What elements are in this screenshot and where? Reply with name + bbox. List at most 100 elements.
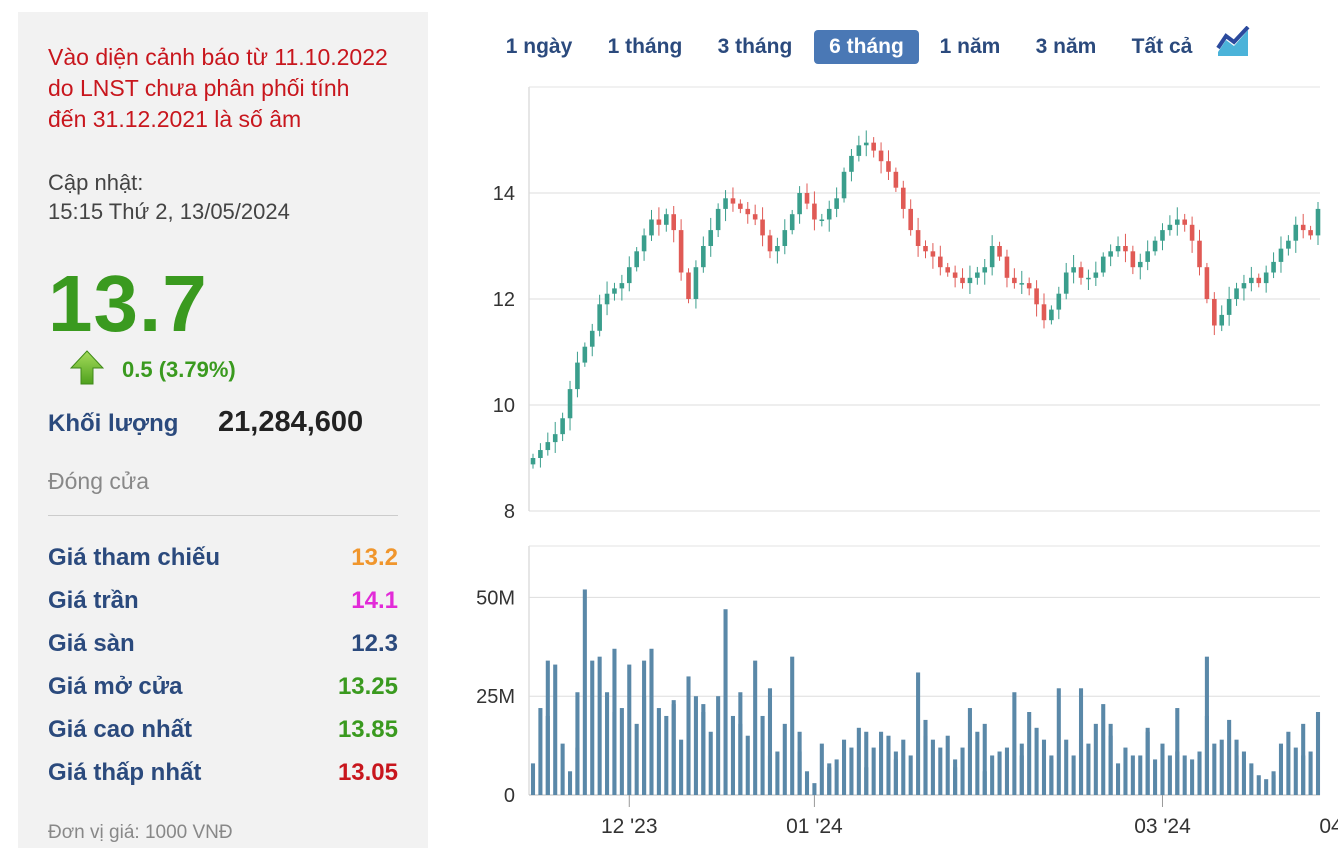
range-all-button[interactable]: Tất cả [1131, 35, 1193, 58]
candle-body [686, 272, 691, 299]
row-high-price: Giá cao nhất 13.85 [48, 716, 398, 746]
candle-body [960, 277, 965, 284]
candle-body [1197, 240, 1202, 268]
volume-bar [1012, 692, 1017, 795]
candle-body [678, 230, 684, 273]
volume-bar [1197, 751, 1202, 795]
volume-bar [612, 712, 617, 795]
range-1-year-button[interactable]: 1 năm [939, 35, 1001, 58]
candle-body [797, 193, 802, 215]
row-value: 12.3 [351, 630, 398, 657]
candle-body [619, 283, 625, 289]
volume-bar [849, 747, 854, 795]
volume-bar [864, 767, 869, 795]
candle-body [656, 219, 662, 225]
volume-bar [723, 609, 728, 795]
candle-body [1293, 224, 1299, 241]
price-tick-label: 10 [493, 395, 515, 417]
volume-bar [530, 763, 536, 795]
candle-body [915, 230, 921, 246]
candle-body [693, 267, 699, 299]
candle-body [730, 198, 736, 204]
candle-body [552, 434, 558, 443]
volume-bar [975, 731, 980, 795]
candle-body [789, 214, 795, 231]
volume-bar [708, 731, 713, 795]
volume-bar [664, 715, 669, 795]
volume-bar [923, 719, 928, 795]
row-label: Giá sàn [48, 630, 135, 657]
volume-bar [649, 648, 654, 795]
range-3-year-button[interactable]: 3 năm [1035, 35, 1097, 58]
range-3-month-button[interactable]: 3 tháng [717, 35, 793, 58]
candle-body [560, 418, 565, 435]
candle-body [715, 208, 721, 231]
candle-body [1123, 246, 1128, 252]
candle-body [604, 293, 610, 305]
candle-body [545, 442, 551, 451]
candle-body [589, 330, 595, 347]
candle-body [1071, 267, 1076, 273]
candle-body [1219, 314, 1225, 326]
row-label: Giá tham chiếu [48, 544, 221, 571]
volume-bar [1153, 759, 1158, 795]
candle-body [1286, 240, 1291, 249]
candle-body [1278, 248, 1284, 262]
volume-bar [1286, 731, 1291, 795]
range-1-month-button[interactable]: 1 tháng [607, 35, 683, 58]
volume-bar [930, 739, 935, 795]
volume-bar [590, 660, 595, 795]
candle-body [1160, 230, 1165, 241]
row-label: Giá thấp nhất [48, 759, 202, 786]
row-label: Giá mở cửa [48, 673, 183, 700]
stock-info-panel: Vào diện cảnh báo từ 11.10.2022 do LNST … [18, 12, 428, 848]
candle-body [1034, 288, 1039, 305]
candle-body [1249, 277, 1254, 284]
row-reference-price: Giá tham chiếu 13.2 [48, 544, 398, 574]
candle-body [1263, 272, 1269, 284]
candle-body [1167, 224, 1173, 231]
volume-bar [982, 723, 987, 795]
candle-body [938, 256, 943, 268]
volume-bar [753, 660, 758, 795]
candle-body [878, 150, 884, 162]
range-6-month-button[interactable]: 6 tháng [814, 30, 919, 64]
candle-body [745, 208, 751, 215]
range-1-day-button[interactable]: 1 ngày [505, 35, 573, 58]
candle-body [908, 208, 913, 231]
volume-bar [997, 751, 1002, 795]
volume-bar [1234, 739, 1239, 795]
volume-bar [864, 731, 869, 795]
volume-bar [797, 751, 802, 795]
price-tick-label: 12 [493, 289, 515, 311]
candle-body [1108, 251, 1113, 257]
candle-body [863, 142, 869, 146]
row-low-price: Giá thấp nhất 13.05 [48, 759, 398, 789]
candle-body [1256, 277, 1262, 284]
volume-bar [701, 712, 706, 795]
volume-bar [945, 735, 950, 795]
candle-body [612, 288, 617, 294]
volume-bar [575, 692, 580, 795]
candle-body [1271, 261, 1276, 273]
candle-body [634, 251, 639, 268]
area-chart-icon[interactable] [1216, 26, 1250, 58]
volume-bar [960, 747, 965, 795]
volume-bar [1204, 715, 1209, 795]
volume-bar [597, 656, 602, 795]
volume-bar [1315, 712, 1321, 795]
volume-bar [1190, 759, 1195, 795]
candle-body [1315, 208, 1321, 236]
candle-body [975, 272, 980, 278]
row-value: 14.1 [351, 587, 398, 614]
candle-body [856, 145, 862, 156]
candle-body [775, 246, 780, 252]
volume-bar [619, 708, 624, 795]
candle-body [1234, 288, 1239, 299]
row-open-price: Giá mở cửa 13.25 [48, 673, 398, 703]
candle-body [1115, 246, 1121, 252]
volume-bar [1093, 723, 1098, 795]
volume-bar [567, 771, 573, 795]
candle-body [1308, 230, 1313, 236]
volume-bar [1308, 751, 1313, 795]
